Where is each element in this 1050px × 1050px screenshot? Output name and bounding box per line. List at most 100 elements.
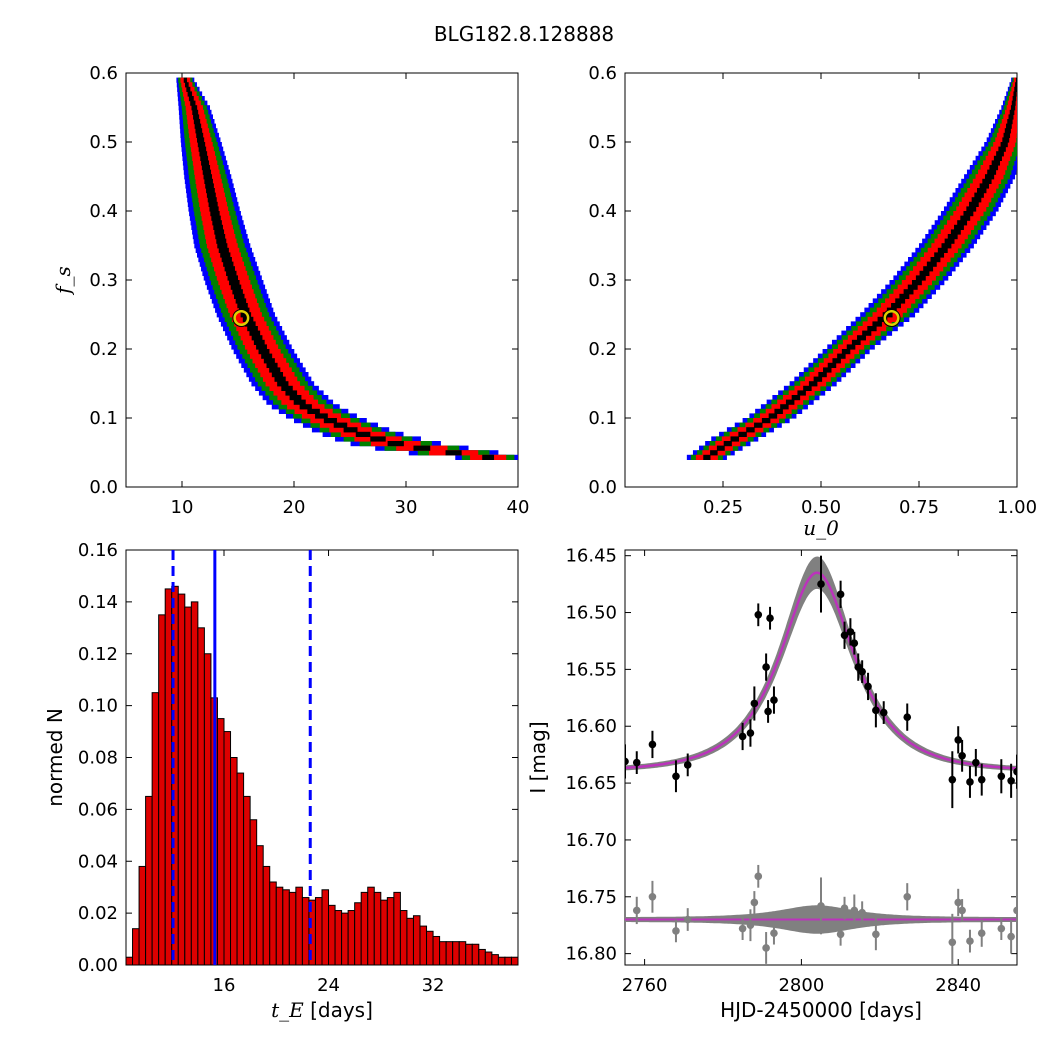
- data-point: [672, 772, 680, 781]
- density-cell-peak: [214, 229, 225, 235]
- panel-fs-vs-u0: 0.25 0.50 0.75 1.00 0.0 0.1 0.2 0.3 0.4 0.5 0.6 u_0: [588, 63, 1037, 540]
- histogram-bar: [426, 930, 434, 966]
- histogram-bar: [471, 943, 480, 966]
- y-tick-label: 0.4: [588, 201, 617, 222]
- histogram-bar: [399, 910, 408, 966]
- data-point: [872, 706, 880, 715]
- residual-point: [840, 904, 849, 912]
- density-cell-peak: [201, 165, 211, 171]
- density-cell-peak: [937, 247, 948, 253]
- residual-point: [836, 930, 845, 939]
- density-cell-peak: [227, 275, 239, 281]
- y-tick-label: 16.70: [565, 830, 617, 851]
- y-tick-label: 0.0: [89, 477, 118, 498]
- density-cell-peak: [954, 224, 964, 230]
- density-cell-peak: [841, 349, 851, 355]
- residual-point: [850, 906, 859, 915]
- density-cell-peak: [979, 183, 990, 189]
- density-cell-peak: [240, 312, 252, 318]
- density-cell-peak: [215, 234, 226, 240]
- density-cell-peak: [899, 293, 910, 299]
- data-point: [846, 628, 855, 636]
- density-cell-peak: [211, 215, 221, 221]
- x-tick-label: 0.25: [703, 497, 743, 518]
- histogram-bar: [295, 886, 303, 966]
- density-cell-peak: [307, 408, 320, 414]
- histogram-bar: [406, 917, 414, 966]
- density-cell-peak: [193, 119, 201, 125]
- histogram-bar: [145, 795, 153, 966]
- density-cell-peak: [281, 385, 293, 391]
- histogram-bar: [256, 845, 264, 966]
- density-cell-peak: [198, 146, 207, 152]
- density-cell-peak: [1013, 91, 1017, 97]
- y-tick-label: 0.2: [588, 339, 617, 360]
- histogram-bar: [138, 865, 147, 966]
- density-cell-peak: [895, 298, 906, 304]
- y-tick-label: 0.10: [78, 696, 118, 717]
- histogram-bar: [367, 886, 375, 966]
- x-tick-label: 10: [171, 497, 194, 518]
- data-point: [879, 708, 888, 717]
- y-tick-label: 0.3: [89, 270, 118, 291]
- density-cell-peak: [1002, 137, 1010, 143]
- data-point: [1013, 767, 1017, 776]
- x-tick-label: 2840: [935, 975, 981, 996]
- y-tick-label: 0.12: [78, 644, 118, 665]
- density-cell-peak: [1006, 123, 1012, 129]
- density-cell-peak: [253, 339, 265, 345]
- density-cell-peak: [235, 298, 247, 304]
- x-tick-label: 2800: [778, 975, 824, 996]
- density-cell-peak: [710, 450, 718, 456]
- density-cell-peak: [846, 344, 856, 350]
- density-cell-peak: [1007, 119, 1013, 125]
- density-cell-peak: [969, 201, 979, 207]
- density-cell-peak: [1011, 100, 1016, 106]
- density-cell-1-sigma: [1012, 82, 1017, 88]
- histogram-bar: [491, 954, 499, 966]
- y-axis-label: f_s: [51, 266, 75, 296]
- density-cell-peak: [234, 293, 245, 299]
- histogram-bar: [288, 891, 297, 966]
- density-cell-peak: [293, 399, 306, 405]
- density-cell-peak: [190, 100, 196, 106]
- density-cell-peak: [947, 234, 958, 240]
- density-cell-peak: [271, 372, 284, 378]
- density-cell-peak: [867, 326, 877, 332]
- density-cell-peak: [482, 454, 495, 460]
- y-tick-label: 0.6: [89, 63, 118, 84]
- density-cell-peak: [934, 252, 945, 258]
- density-cell-peak: [1008, 114, 1014, 120]
- y-tick-label: 0.1: [588, 408, 617, 429]
- histogram-bar: [341, 912, 349, 966]
- density-cell-peak: [716, 445, 725, 451]
- histogram-bar: [203, 653, 212, 966]
- residual-point: [997, 924, 1006, 933]
- residual-point: [632, 906, 641, 915]
- density-cell-peak: [780, 404, 789, 410]
- histogram-bar: [334, 910, 343, 966]
- density-cell-peak: [191, 105, 198, 111]
- histogram-bar: [177, 593, 186, 966]
- y-axis-label: normed N: [43, 708, 67, 807]
- histogram-bar: [452, 941, 460, 966]
- density-cell-peak: [738, 431, 747, 437]
- density-cell-peak: [957, 220, 968, 226]
- residual-point: [738, 924, 747, 933]
- y-tick-label: 16.60: [565, 716, 617, 737]
- density-cell-peak: [971, 197, 982, 203]
- density-cell-peak: [754, 422, 763, 428]
- density-cell-peak: [774, 408, 783, 414]
- histogram-bar: [386, 897, 395, 966]
- x-axis-label: t_E [days]: [271, 998, 373, 1022]
- density-cell-peak: [987, 169, 997, 175]
- histogram-bar: [380, 899, 388, 966]
- density-cell-peak: [203, 174, 212, 180]
- histogram-bar: [230, 757, 238, 966]
- histogram-bar: [262, 865, 271, 966]
- histogram-bar: [439, 941, 447, 966]
- density-cell-peak: [941, 243, 952, 249]
- density-cell-peak: [991, 160, 1000, 166]
- best-fit-marker-outline: [882, 308, 901, 327]
- density-cell-peak: [1009, 109, 1015, 115]
